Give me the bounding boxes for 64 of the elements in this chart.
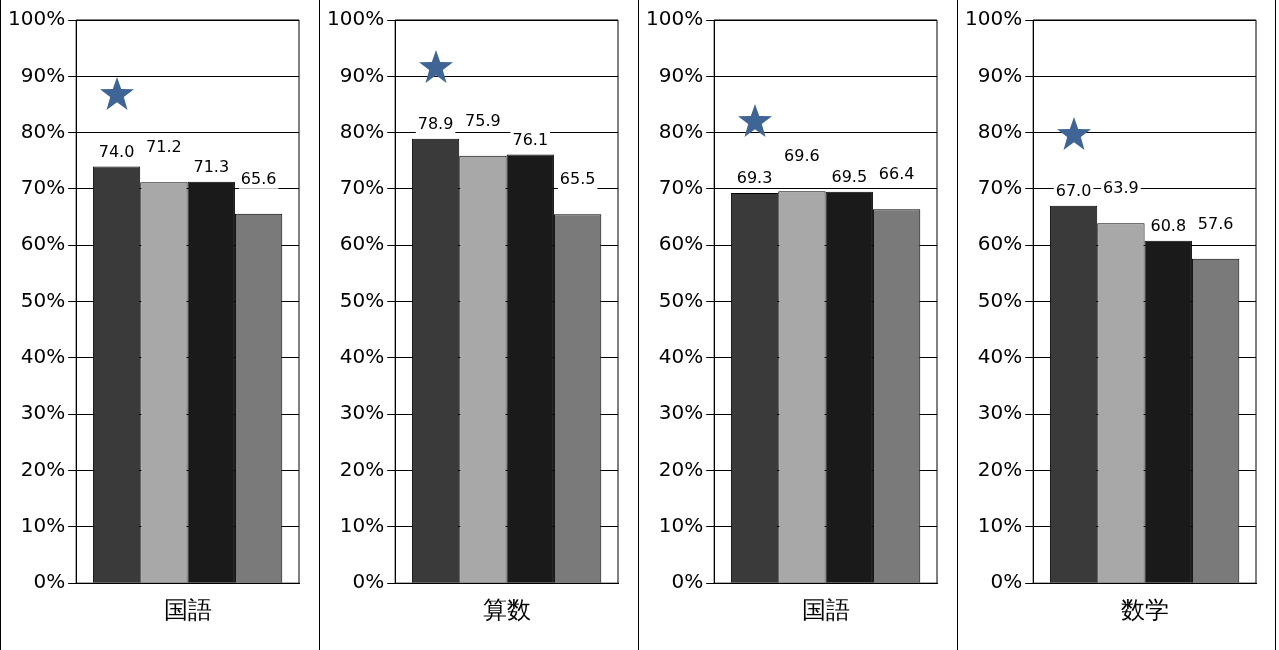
y-tick-label: 60% [20, 231, 66, 256]
y-tick-label: 50% [658, 287, 704, 312]
y-tick-label: 70% [658, 175, 704, 200]
y-tick-label: 30% [977, 400, 1023, 425]
y-tick-label: 50% [339, 287, 385, 312]
y-tick-label: 40% [658, 344, 704, 369]
y-tick-label: 100% [7, 6, 66, 31]
data-label: 60.8 [1150, 215, 1187, 235]
y-tick-label: 10% [20, 513, 66, 538]
x-tick-label: 国語 [163, 595, 212, 624]
data-label: 76.1 [512, 129, 549, 149]
y-tick-label: 90% [339, 62, 385, 87]
y-tick-label: 20% [20, 456, 66, 481]
y-tick-label: 0% [990, 569, 1023, 594]
data-label: 69.3 [736, 168, 773, 188]
y-tick-label: 70% [977, 175, 1023, 200]
y-tick-label: 40% [20, 344, 66, 369]
y-tick-label: 100% [964, 6, 1023, 31]
y-tick-label: 70% [20, 175, 66, 200]
y-tick-label: 80% [658, 118, 704, 143]
data-label: 65.6 [240, 168, 277, 188]
y-tick-label: 10% [339, 513, 385, 538]
x-tick-label: 国語 [801, 595, 850, 624]
y-tick-label: 40% [339, 344, 385, 369]
y-tick-label: 20% [339, 456, 385, 481]
y-tick-label: 80% [977, 118, 1023, 143]
y-tick-label: 90% [20, 62, 66, 87]
data-label: 75.9 [465, 110, 501, 130]
y-tick-label: 50% [20, 287, 66, 312]
data-label: 65.5 [559, 169, 596, 189]
y-tick-label: 90% [977, 62, 1023, 87]
y-tick-label: 20% [658, 456, 704, 481]
y-tick-label: 80% [339, 118, 385, 143]
y-tick-label: 70% [339, 175, 385, 200]
data-label: 63.9 [1103, 178, 1139, 198]
y-tick-label: 10% [977, 513, 1023, 538]
y-tick-label: 100% [645, 6, 704, 31]
y-tick-label: 20% [977, 456, 1023, 481]
y-tick-label: 50% [977, 287, 1023, 312]
data-label: 69.5 [831, 166, 868, 186]
y-tick-label: 60% [339, 231, 385, 256]
y-tick-label: 10% [658, 513, 704, 538]
data-label: 71.3 [193, 156, 230, 176]
y-tick-label: 0% [671, 569, 704, 594]
data-label: 57.6 [1197, 213, 1234, 233]
y-tick-label: 30% [658, 400, 704, 425]
y-tick-label: 40% [977, 344, 1023, 369]
y-tick-label: 0% [33, 569, 66, 594]
y-tick-label: 80% [20, 118, 66, 143]
y-tick-label: 60% [658, 231, 704, 256]
y-tick-label: 60% [977, 231, 1023, 256]
data-label: 78.9 [417, 113, 454, 133]
y-tick-label: 90% [658, 62, 704, 87]
data-label: 74.0 [98, 141, 135, 161]
y-tick-label: 0% [352, 569, 385, 594]
data-label: 69.6 [784, 146, 820, 166]
data-label: 66.4 [878, 164, 915, 184]
data-label: 71.2 [146, 137, 182, 157]
x-tick-label: 数学 [1120, 595, 1169, 624]
y-tick-label: 100% [326, 6, 385, 31]
data-label: 67.0 [1055, 181, 1092, 201]
x-tick-label: 算数 [482, 595, 531, 624]
y-tick-label: 30% [339, 400, 385, 425]
y-tick-label: 30% [20, 400, 66, 425]
